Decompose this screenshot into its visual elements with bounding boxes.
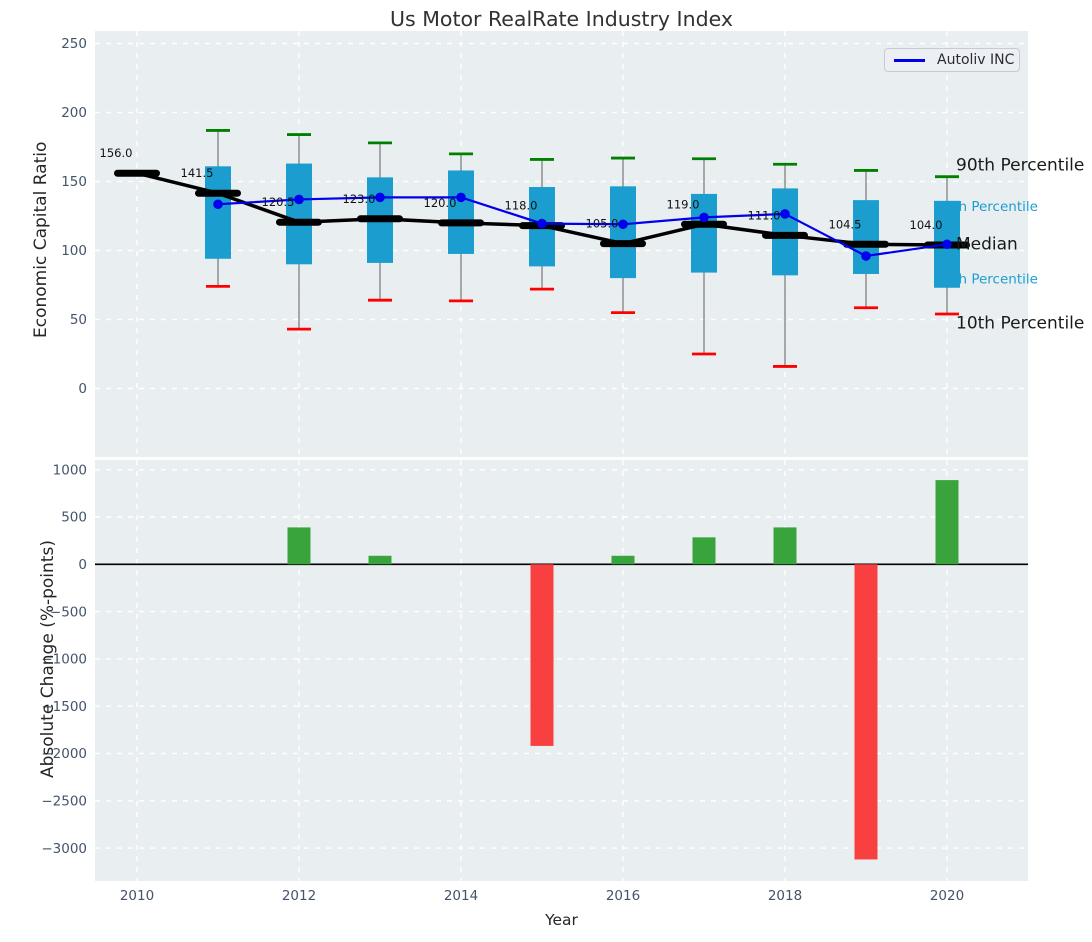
- top-ytick-250: 250: [61, 36, 87, 52]
- xtick-2016: 2016: [606, 888, 640, 904]
- median-value-label-2016: 105.0: [586, 217, 619, 231]
- median-value-label-2017: 119.0: [667, 197, 700, 211]
- xtick-2018: 2018: [768, 888, 802, 904]
- median-value-label-2010: 156.0: [100, 146, 133, 160]
- top-ytick-50: 50: [70, 312, 87, 328]
- bottom-ytick--2000: −2000: [41, 746, 87, 762]
- company-point-2017: [699, 212, 709, 223]
- company-line: [217, 196, 948, 258]
- top-ytick-200: 200: [61, 105, 87, 121]
- top-ytick-0: 0: [78, 381, 87, 397]
- bar-2016: [611, 555, 635, 565]
- median-value-label-2019: 104.5: [829, 217, 862, 231]
- median-value-label-2013: 123.0: [343, 192, 376, 206]
- annotation-25th-percentile: 25th Percentile: [936, 271, 1038, 287]
- bottom-ytick-1000: 1000: [53, 462, 87, 478]
- top-y-axis-label: Economic Capital Ratio: [31, 141, 51, 338]
- x-axis-label: Year: [545, 911, 578, 929]
- company-point-2012: [294, 194, 304, 205]
- company-point-2014: [456, 192, 466, 203]
- median-value-label-2014: 120.0: [424, 196, 457, 210]
- median-value-label-2015: 118.0: [505, 199, 538, 213]
- bar-2018: [773, 527, 797, 565]
- company-point-2016: [618, 219, 628, 230]
- xtick-2020: 2020: [930, 888, 964, 904]
- company-point-2011: [213, 199, 223, 210]
- bottom-ytick--2500: −2500: [41, 794, 87, 810]
- median-value-label-2020: 104.0: [910, 218, 943, 232]
- bar-2012: [287, 527, 311, 565]
- annotation-75th-percentile: 75th Percentile: [936, 199, 1038, 215]
- chart-title: Us Motor RealRate Industry Index: [390, 7, 733, 31]
- bar-2020: [935, 480, 959, 565]
- bottom-ytick--1500: −1500: [41, 699, 87, 715]
- top-ytick-100: 100: [61, 243, 87, 259]
- xtick-2014: 2014: [444, 888, 478, 904]
- xtick-2012: 2012: [282, 888, 316, 904]
- annotation-10th-percentile: 10th Percentile: [956, 313, 1084, 333]
- median-value-label-2011: 141.5: [181, 166, 214, 180]
- company-point-2019: [861, 251, 871, 261]
- legend: Autoliv INC: [884, 48, 1020, 72]
- bottom-ytick--1000: −1000: [41, 652, 87, 668]
- box-2016: [610, 186, 636, 279]
- annotation-90th-percentile: 90th Percentile: [956, 155, 1084, 175]
- bottom-panel-background: [95, 460, 1028, 881]
- legend-line-sample: [894, 58, 925, 62]
- company-point-2013: [375, 192, 385, 203]
- company-point-2018: [780, 209, 790, 219]
- bar-2019: [854, 564, 878, 860]
- box-2019: [853, 200, 879, 274]
- bottom-y-axis-label: Absolute Change (%-points): [38, 540, 58, 778]
- annotation-median: Median: [956, 235, 1018, 255]
- bar-2017: [692, 537, 716, 565]
- bottom-ytick--500: −500: [50, 604, 87, 620]
- box-2012: [286, 163, 312, 265]
- bar-2013: [368, 555, 392, 565]
- box-2017: [691, 193, 717, 273]
- box-2014: [448, 170, 474, 254]
- top-ytick-150: 150: [61, 174, 87, 190]
- median-value-label-2012: 120.5: [262, 195, 295, 209]
- bar-2015: [530, 564, 554, 746]
- company-point-2020: [942, 239, 952, 250]
- bottom-ytick--3000: −3000: [41, 841, 87, 857]
- median-value-label-2018: 111.0: [748, 208, 781, 222]
- bottom-ytick-500: 500: [61, 510, 87, 526]
- xtick-2010: 2010: [120, 888, 154, 904]
- company-point-2015: [537, 218, 547, 229]
- box-2011: [205, 166, 231, 259]
- legend-label: Autoliv INC: [937, 52, 1015, 68]
- bottom-ytick-0: 0: [78, 557, 87, 573]
